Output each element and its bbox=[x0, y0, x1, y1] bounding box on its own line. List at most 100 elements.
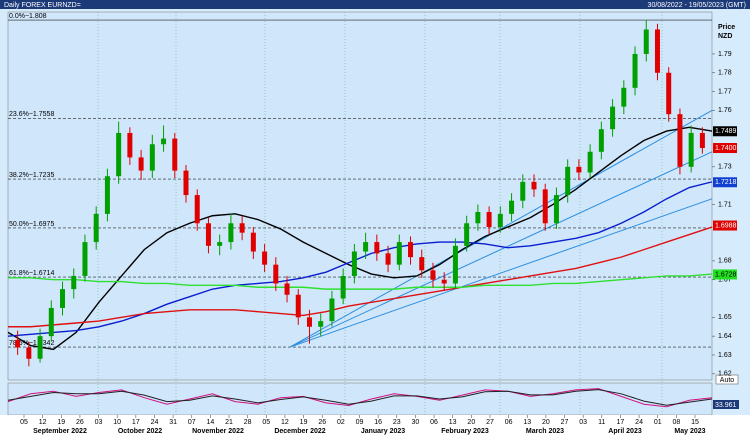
x-day-label: 09 bbox=[356, 419, 364, 426]
candle-body bbox=[363, 242, 369, 252]
price-label: 1.7489 bbox=[715, 128, 737, 135]
x-month-label: February 2023 bbox=[441, 428, 489, 435]
candle-body bbox=[464, 223, 470, 246]
x-month-label: May 2023 bbox=[674, 428, 705, 435]
x-month-label: September 2022 bbox=[33, 428, 87, 435]
oscillator-line bbox=[7, 389, 713, 406]
y-tick-label: 1.67 bbox=[718, 277, 732, 284]
x-day-label: 12 bbox=[281, 419, 289, 426]
oscillator-area bbox=[7, 382, 713, 416]
y-tick-label: 1.79 bbox=[718, 51, 732, 58]
y-tick-label: 1.73 bbox=[718, 164, 732, 171]
x-day-label: 03 bbox=[95, 419, 103, 426]
y-tick-label: 1.68 bbox=[718, 258, 732, 265]
candle-body bbox=[284, 283, 290, 295]
candle-body bbox=[239, 223, 245, 233]
candle-body bbox=[430, 270, 436, 280]
candle-body bbox=[396, 242, 402, 265]
candle-body bbox=[654, 29, 660, 73]
x-day-label: 27 bbox=[561, 419, 569, 426]
candle-body bbox=[71, 275, 77, 290]
candle-body bbox=[351, 251, 357, 276]
x-day-label: 06 bbox=[430, 419, 438, 426]
candle-body bbox=[26, 347, 32, 359]
candle-body bbox=[565, 166, 571, 196]
y-tick-label: 1.71 bbox=[718, 201, 732, 208]
price-label-box bbox=[713, 269, 737, 280]
price-label: 1.6728 bbox=[715, 271, 737, 278]
x-month-label: December 2022 bbox=[274, 428, 325, 435]
price-label: 1.6988 bbox=[715, 222, 737, 229]
candle-body bbox=[104, 176, 110, 214]
x-day-label: 06 bbox=[505, 419, 513, 426]
candle-body bbox=[531, 181, 537, 190]
candle-body bbox=[37, 336, 43, 359]
candle-body bbox=[250, 232, 256, 252]
candle-body bbox=[520, 181, 526, 201]
candle-body bbox=[542, 189, 548, 224]
candle-body bbox=[419, 257, 425, 271]
x-day-label: 08 bbox=[672, 419, 680, 426]
trend-line bbox=[289, 198, 713, 348]
candle-body bbox=[329, 298, 335, 322]
fib-label: 50.0%−1.6975 bbox=[9, 221, 54, 228]
candle-body bbox=[60, 289, 66, 308]
trend-line bbox=[289, 151, 713, 348]
y-tick-label: 1.78 bbox=[718, 70, 732, 77]
y-tick-label: 1.76 bbox=[718, 107, 732, 114]
x-day-label: 16 bbox=[374, 419, 382, 426]
candle-body bbox=[340, 275, 346, 299]
auto-button[interactable] bbox=[715, 374, 739, 385]
moving-average bbox=[7, 181, 713, 337]
x-day-label: 20 bbox=[542, 419, 550, 426]
x-day-label: 05 bbox=[262, 419, 270, 426]
x-day-label: 17 bbox=[132, 419, 140, 426]
candle-body bbox=[306, 317, 312, 327]
candle-body bbox=[632, 53, 638, 88]
candle-body bbox=[643, 29, 649, 54]
candle-body bbox=[217, 242, 223, 246]
plot-area bbox=[7, 11, 713, 381]
chart-title: Daily FOREX EURNZD= bbox=[4, 2, 81, 9]
candle-body bbox=[587, 151, 593, 173]
candle-body bbox=[205, 223, 211, 246]
x-day-label: 20 bbox=[467, 419, 475, 426]
fib-label: 78.6%−1.6342 bbox=[9, 340, 54, 347]
x-day-label: 26 bbox=[318, 419, 326, 426]
candle-body bbox=[666, 72, 672, 115]
y-tick-label: 1.62 bbox=[718, 371, 732, 378]
y-tick-label: 1.65 bbox=[718, 314, 732, 321]
price-label: 1.7218 bbox=[715, 179, 737, 186]
axis-title: Price bbox=[718, 24, 735, 31]
x-day-label: 19 bbox=[300, 419, 308, 426]
candle-body bbox=[273, 264, 279, 284]
x-month-label: October 2022 bbox=[118, 428, 162, 435]
candle-body bbox=[161, 138, 167, 145]
moving-average bbox=[8, 226, 713, 328]
candle-body bbox=[374, 242, 380, 254]
x-day-label: 13 bbox=[449, 419, 457, 426]
price-label-box bbox=[713, 143, 737, 154]
candle-body bbox=[228, 223, 234, 243]
y-tick-label: 1.77 bbox=[718, 88, 732, 95]
x-day-label: 31 bbox=[169, 419, 177, 426]
x-day-label: 21 bbox=[225, 419, 233, 426]
oscillator-value: 33.961 bbox=[715, 402, 737, 409]
x-month-label: March 2023 bbox=[526, 428, 564, 435]
fib-label: 23.6%−1.7558 bbox=[9, 111, 54, 118]
x-day-label: 15 bbox=[691, 419, 699, 426]
moving-average bbox=[7, 126, 713, 351]
candle-body bbox=[408, 242, 414, 258]
x-day-label: 11 bbox=[598, 419, 605, 426]
candle-body bbox=[172, 138, 178, 171]
candle-body bbox=[621, 87, 627, 107]
candle-body bbox=[576, 166, 582, 173]
x-day-label: 19 bbox=[57, 419, 65, 426]
header-bar bbox=[0, 0, 750, 9]
axis-unit: NZD bbox=[718, 33, 732, 40]
candle-body bbox=[194, 195, 200, 224]
auto-button-label[interactable]: Auto bbox=[720, 377, 735, 384]
candle-body bbox=[688, 132, 694, 167]
x-day-label: 07 bbox=[188, 419, 196, 426]
